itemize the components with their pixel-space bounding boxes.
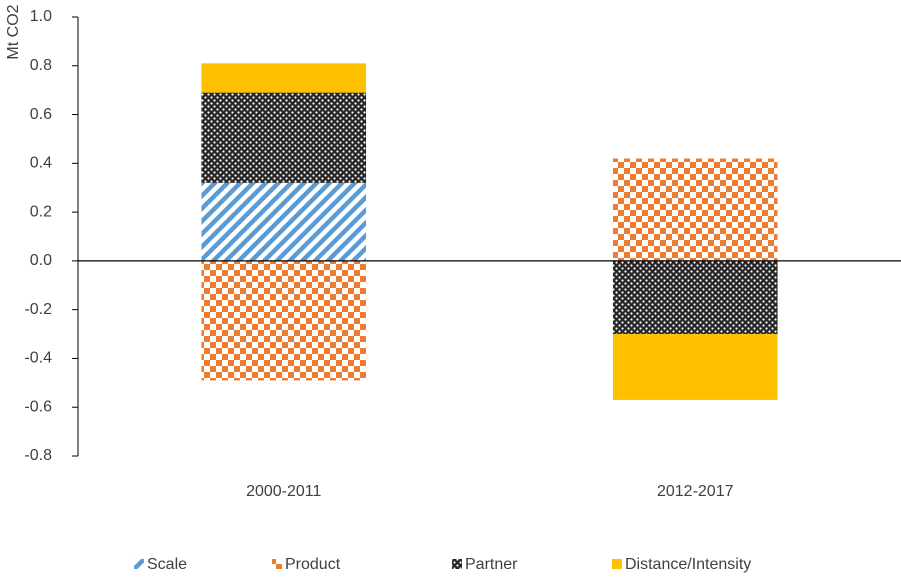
y-tick-label: -0.6 — [24, 398, 52, 415]
y-axis-label: Mt CO2 — [5, 4, 22, 59]
bar-segment — [612, 334, 778, 400]
bar-segment — [201, 92, 367, 183]
x-tick-label: 2012-2017 — [657, 483, 734, 500]
bar-segment — [612, 158, 778, 261]
y-tick-label: -0.2 — [24, 301, 52, 318]
y-tick-label: 0.6 — [30, 106, 52, 123]
y-tick-label: 0.8 — [30, 57, 52, 74]
y-tick-label: -0.4 — [24, 350, 52, 367]
legend-label: Product — [285, 556, 341, 573]
y-tick-label: 0.4 — [30, 155, 52, 172]
y-tick-label: 0.2 — [30, 203, 52, 220]
x-tick-label: 2000-2011 — [246, 483, 321, 500]
bar-segment — [201, 182, 367, 261]
y-tick-label: 0.0 — [30, 252, 52, 269]
legend-label: Distance/Intensity — [625, 556, 751, 573]
bar-segment — [201, 260, 367, 381]
legend-label: Partner — [465, 556, 518, 573]
legend-label: Scale — [147, 556, 187, 573]
y-tick-label: -0.8 — [24, 447, 52, 464]
legend-marker — [452, 559, 462, 569]
bar-segment — [612, 260, 778, 335]
bar-segment — [201, 63, 367, 93]
legend-marker — [134, 559, 144, 569]
legend-marker — [612, 559, 622, 569]
legend-marker — [272, 559, 282, 569]
y-tick-label: 1.0 — [30, 8, 52, 25]
